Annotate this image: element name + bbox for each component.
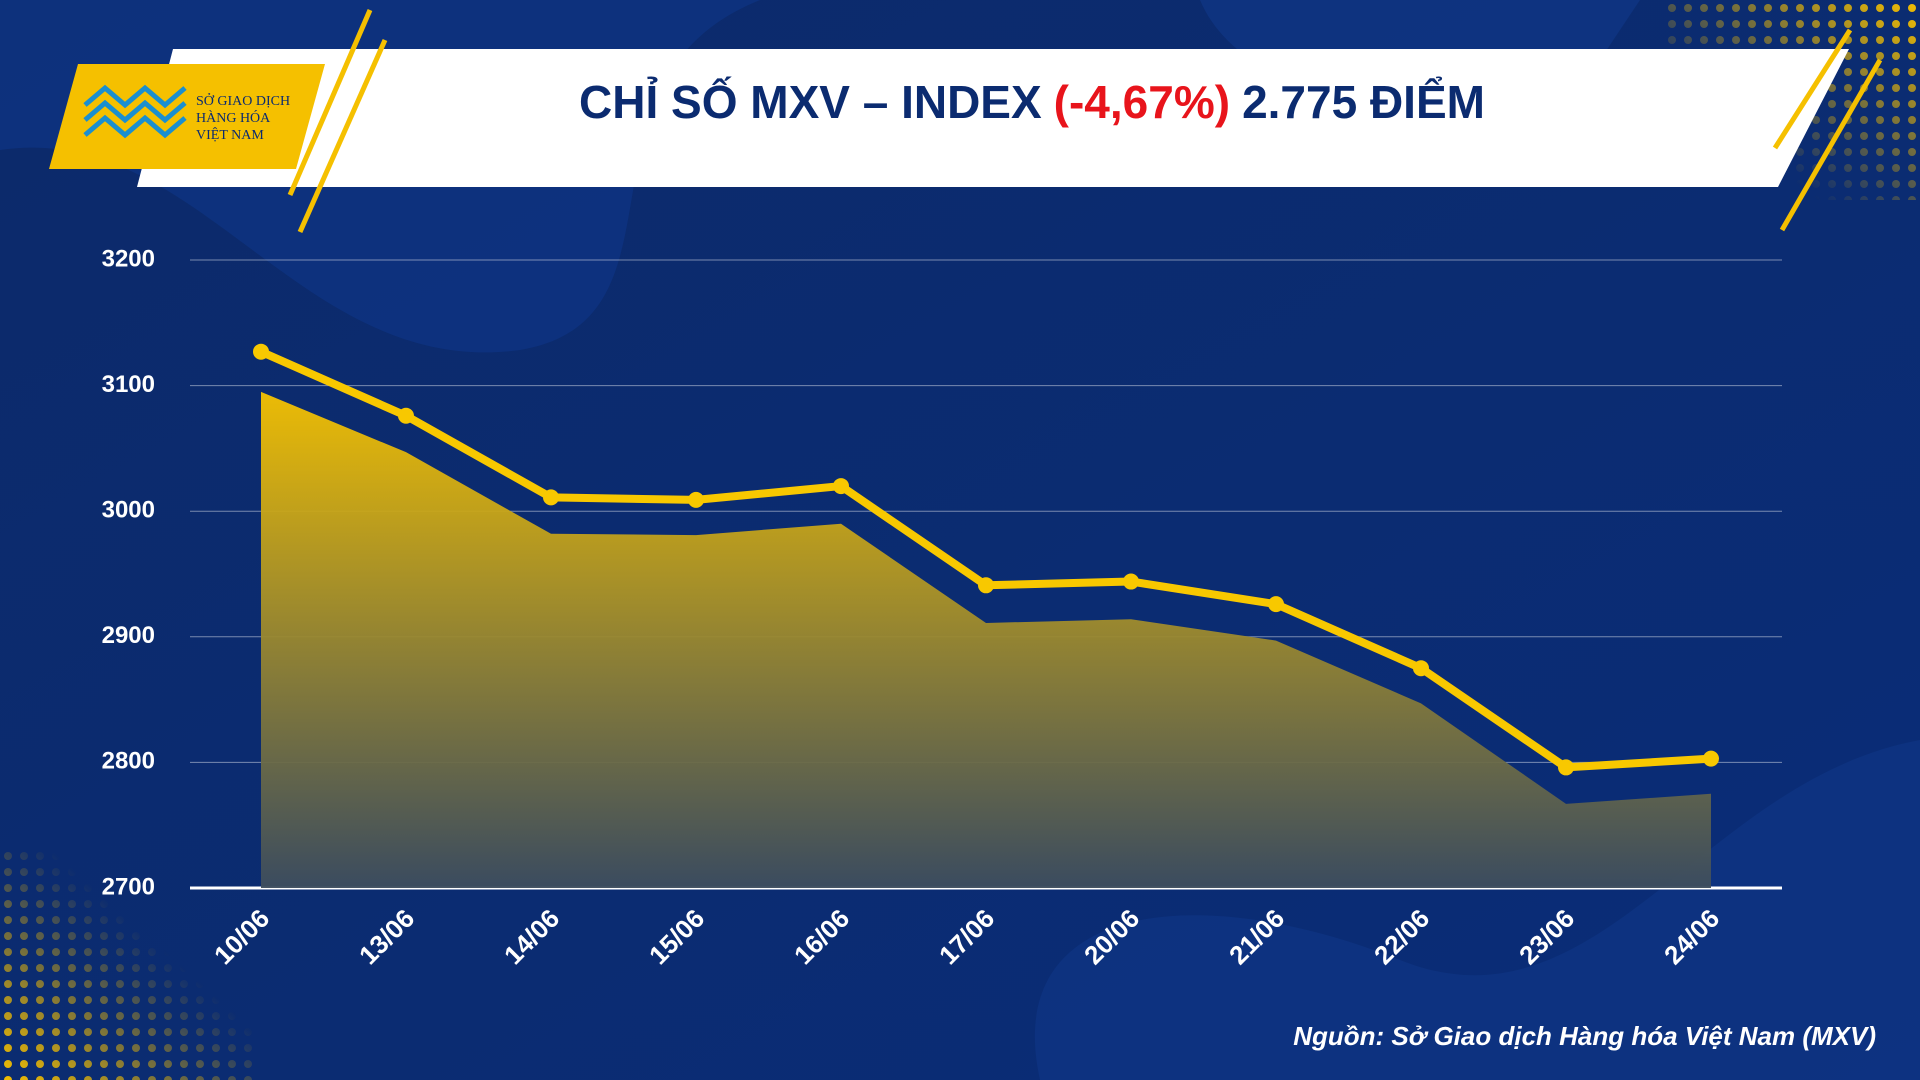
marker <box>398 407 414 424</box>
logo-box <box>49 64 325 169</box>
y-tick-label: 2700 <box>102 873 155 900</box>
title-part: 2.775 ĐIỂM <box>1242 76 1485 128</box>
marker <box>1268 596 1284 613</box>
title-banner <box>137 49 1849 187</box>
logo-text: HÀNG HÓA <box>196 109 271 126</box>
source-note: Nguồn: Sở Giao dịch Hàng hóa Việt Nam (M… <box>1293 1021 1876 1051</box>
y-tick-label: 3200 <box>102 245 155 272</box>
y-tick-label: 3100 <box>102 371 155 398</box>
marker <box>688 491 704 508</box>
marker <box>1413 660 1429 677</box>
logo-mark <box>83 84 187 139</box>
marker <box>1558 759 1574 776</box>
marker <box>253 343 269 360</box>
chart-title: CHỈ SỐ MXV – INDEX (-4,67%) 2.775 ĐIỂM <box>579 76 1485 128</box>
logo-text: VIỆT NAM <box>196 126 264 143</box>
marker <box>1703 750 1719 767</box>
title-part: (-4,67%) <box>1054 76 1230 128</box>
bg-blob <box>1034 740 1920 1080</box>
marker <box>1123 573 1139 590</box>
y-tick-label: 3000 <box>102 497 155 524</box>
area <box>261 391 1711 888</box>
marker <box>978 577 994 594</box>
y-tick-label: 2900 <box>102 622 155 649</box>
marker <box>833 478 849 495</box>
y-tick-label: 2800 <box>102 748 155 775</box>
title-part: CHỈ SỐ MXV – INDEX <box>579 76 1042 128</box>
decor-lines <box>287 9 1883 234</box>
marker <box>543 489 559 506</box>
logo-text: SỞ GIAO DỊCH <box>196 92 290 109</box>
